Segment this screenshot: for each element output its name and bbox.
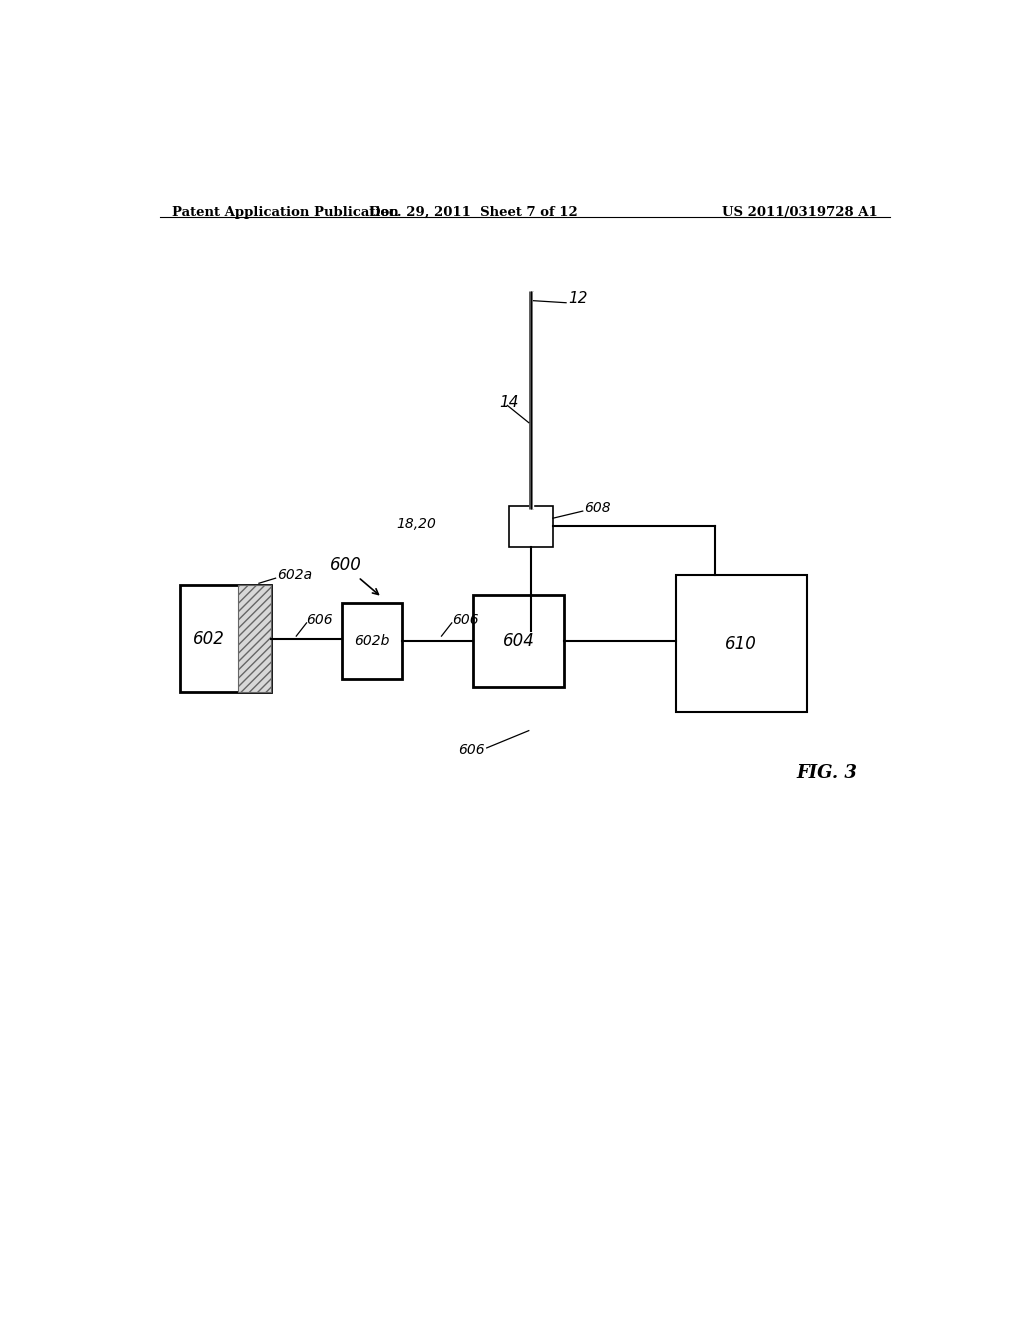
Text: US 2011/0319728 A1: US 2011/0319728 A1 [722,206,878,219]
Text: 12: 12 [568,292,588,306]
Text: 610: 610 [725,635,757,652]
Text: 606: 606 [452,612,478,627]
Text: 14: 14 [500,395,519,409]
Text: 606: 606 [306,612,333,627]
Text: 604: 604 [503,632,535,651]
Bar [342,602,401,678]
Bar [676,576,807,713]
Text: FIG. 3: FIG. 3 [796,764,857,783]
Bar [473,595,564,686]
Text: Dec. 29, 2011  Sheet 7 of 12: Dec. 29, 2011 Sheet 7 of 12 [369,206,578,219]
Bar [238,585,270,692]
Text: 600: 600 [331,556,362,574]
Text: 18,20: 18,20 [396,517,436,532]
Text: 606: 606 [459,743,485,756]
Text: Patent Application Publication: Patent Application Publication [172,206,398,219]
Bar [509,506,553,546]
Text: 602b: 602b [354,634,390,648]
Text: 602: 602 [193,630,224,648]
Bar [179,585,270,692]
Text: 608: 608 [585,502,611,515]
Text: 602a: 602a [278,568,312,582]
